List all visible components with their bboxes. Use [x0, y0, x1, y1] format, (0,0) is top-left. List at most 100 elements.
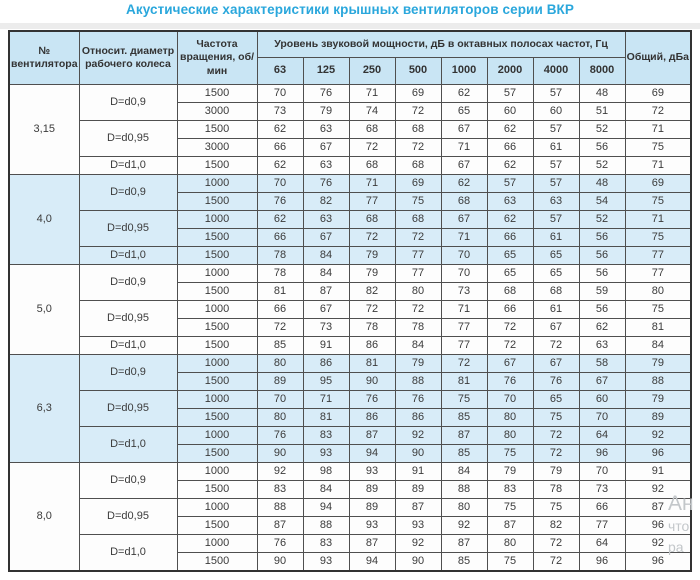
sound-level-cell: 56: [578, 246, 626, 265]
sound-level-cell: 80: [440, 498, 488, 517]
col-header-freq-1000: 1000: [440, 57, 488, 85]
sound-level-cell: 70: [440, 264, 488, 283]
table-row: D=d1,0 1500 85 91 86 84 77 72 72 63 84: [9, 336, 692, 355]
table-row: D=d0,95 1000 88 94 89 87 80 75 75 66 87: [9, 498, 692, 535]
sound-level-cell: 64: [578, 534, 626, 553]
diameter-cell: D=d0,9: [78, 174, 178, 211]
total-level-cell: 79: [624, 390, 692, 409]
sound-level-cell: 63: [302, 210, 350, 229]
col-header-freq-63: 63: [256, 57, 304, 85]
sound-level-cell: 79: [348, 246, 396, 265]
sound-level-cell: 66: [486, 228, 534, 247]
sound-level-cell: 86: [348, 408, 396, 427]
sound-level-cell: 69: [394, 174, 442, 193]
sound-level-cell: 83: [302, 426, 350, 445]
sound-level-cell: 68: [348, 156, 396, 175]
sound-level-cell: 90: [348, 372, 396, 391]
sound-level-cell: 65: [532, 246, 580, 265]
sound-level-cell: 90: [256, 552, 304, 572]
sound-level-cell: 94: [302, 498, 350, 517]
sound-level-cell: 72: [394, 300, 442, 319]
sound-level-cell: 89: [256, 372, 304, 391]
sound-level-cell: 56: [578, 264, 626, 283]
total-level-cell: 69: [624, 84, 692, 103]
fan-number-cell: 5,0: [8, 264, 80, 355]
sound-level-cell: 65: [486, 264, 534, 283]
total-level-cell: 96: [624, 444, 692, 463]
sound-level-cell: 65: [532, 264, 580, 283]
rpm-cell: 1000: [176, 390, 258, 409]
sound-level-cell: 91: [394, 462, 442, 481]
watermark-fragment: ра: [668, 539, 684, 555]
sound-level-cell: 65: [486, 246, 534, 265]
sound-level-cell: 92: [394, 534, 442, 553]
sound-level-cell: 89: [394, 480, 442, 499]
sound-level-cell: 73: [256, 102, 304, 121]
sound-level-cell: 88: [256, 498, 304, 517]
table-row: D=d0,95 1000 70 71 76 76 75 70 65 60 79: [9, 390, 692, 427]
total-level-cell: 80: [624, 282, 692, 301]
sound-level-cell: 64: [578, 426, 626, 445]
sound-level-cell: 70: [486, 390, 534, 409]
sound-level-cell: 71: [348, 174, 396, 193]
total-level-cell: 77: [624, 246, 692, 265]
table-row: 1500 81 87 82 80 73 68 68 59 80: [9, 282, 692, 301]
rpm-cell: 3000: [176, 102, 258, 121]
total-level-cell: 87: [624, 498, 692, 517]
sound-level-cell: 66: [578, 498, 626, 517]
sound-level-cell: 63: [302, 120, 350, 139]
watermark-fragment: что: [668, 518, 690, 534]
sound-level-cell: 67: [532, 318, 580, 337]
sound-level-cell: 68: [394, 120, 442, 139]
sound-level-cell: 65: [440, 102, 488, 121]
sound-level-cell: 80: [394, 282, 442, 301]
sound-level-cell: 67: [578, 372, 626, 391]
sound-level-cell: 87: [486, 516, 534, 535]
fan-number-cell: 4,0: [8, 174, 80, 265]
sound-level-cell: 71: [440, 228, 488, 247]
diameter-cell: D=d0,9: [78, 84, 178, 121]
sound-level-cell: 56: [578, 300, 626, 319]
col-header-sound-power-group: Уровень звуковой мощности, дБ в октавных…: [256, 30, 626, 58]
sound-level-cell: 80: [256, 354, 304, 373]
sound-level-cell: 57: [532, 120, 580, 139]
diameter-cell: D=d0,9: [78, 264, 178, 301]
total-level-cell: 91: [624, 462, 692, 481]
diameter-cell: D=d1,0: [78, 426, 178, 463]
sound-level-cell: 63: [486, 192, 534, 211]
sound-level-cell: 90: [394, 552, 442, 572]
sound-level-cell: 61: [532, 300, 580, 319]
sound-level-cell: 67: [302, 228, 350, 247]
sound-level-cell: 78: [256, 264, 304, 283]
sound-level-cell: 62: [440, 174, 488, 193]
sound-level-cell: 66: [256, 300, 304, 319]
diameter-cell: D=d0,95: [78, 300, 178, 337]
table-row: 1500 72 73 78 78 77 72 67 62 81: [9, 318, 692, 337]
fan-number-cell: 8,0: [8, 462, 80, 572]
sound-level-cell: 59: [578, 282, 626, 301]
total-level-cell: 75: [624, 138, 692, 157]
sound-level-cell: 66: [256, 228, 304, 247]
rpm-cell: 1500: [176, 516, 258, 535]
sound-level-cell: 52: [578, 156, 626, 175]
table-row: 1500 66 67 72 72 71 66 61 56 75: [9, 228, 692, 247]
sound-level-cell: 57: [532, 174, 580, 193]
sound-level-cell: 76: [256, 426, 304, 445]
sound-level-cell: 87: [256, 516, 304, 535]
sound-level-cell: 77: [348, 192, 396, 211]
sound-level-cell: 80: [486, 534, 534, 553]
sound-level-cell: 63: [578, 336, 626, 355]
sound-level-cell: 67: [532, 354, 580, 373]
sound-level-cell: 72: [348, 138, 396, 157]
frequency-header-row: 63 125 250 500 1000 2000 4000 8000: [9, 57, 691, 85]
sound-level-cell: 78: [532, 480, 580, 499]
sound-level-cell: 89: [348, 498, 396, 517]
sound-level-cell: 75: [486, 498, 534, 517]
sound-level-cell: 78: [348, 318, 396, 337]
sound-level-cell: 70: [578, 462, 626, 481]
sound-level-cell: 82: [532, 516, 580, 535]
sound-level-cell: 70: [440, 246, 488, 265]
rpm-cell: 1500: [176, 444, 258, 463]
sound-level-cell: 78: [394, 318, 442, 337]
sound-level-cell: 51: [578, 102, 626, 121]
